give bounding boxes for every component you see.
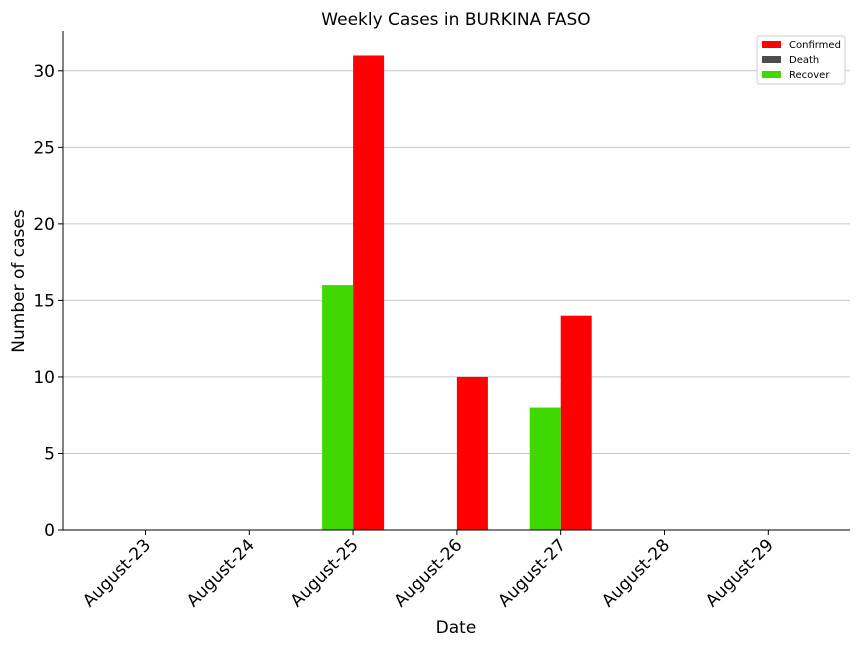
x-tick-label: August-28	[598, 535, 674, 611]
y-tick-label: 20	[33, 215, 55, 235]
legend-label-confirmed: Confirmed	[789, 40, 841, 51]
legend-swatch-death	[762, 56, 781, 63]
x-tick-label: August-26	[391, 535, 467, 611]
bar-confirmed-august-26	[456, 376, 488, 530]
x-tick-label: August-23	[79, 535, 155, 611]
gridlines	[63, 70, 850, 454]
x-tick-label: August-24	[183, 535, 259, 611]
y-ticks: 0 5 10 15 20 25 30	[33, 62, 63, 541]
legend: Confirmed Death Recover	[756, 35, 846, 85]
bar-confirmed-august-27	[560, 315, 592, 530]
bar-recover-august-27	[529, 407, 561, 530]
y-axis-label: Number of cases	[9, 209, 29, 353]
y-tick-label: 10	[33, 368, 55, 388]
bar-confirmed-august-25	[353, 55, 385, 531]
x-tick-label: August-27	[494, 535, 570, 611]
bars	[322, 55, 592, 531]
x-ticks: August-23 August-24 August-25 August-26 Augu…	[79, 530, 778, 611]
legend-label-death: Death	[789, 55, 819, 66]
axes	[62, 31, 850, 531]
x-tick-label: August-29	[702, 535, 778, 611]
x-axis-label: Date	[436, 618, 477, 638]
legend-swatch-recover	[762, 71, 781, 78]
y-tick-label: 25	[33, 138, 55, 158]
bar-recover-august-25	[322, 285, 354, 530]
x-tick-label: August-25	[287, 535, 363, 611]
chart-title: Weekly Cases in BURKINA FASO	[321, 10, 590, 30]
y-tick-label: 30	[33, 62, 55, 82]
y-tick-label: 0	[44, 521, 55, 541]
y-tick-label: 5	[44, 444, 55, 464]
legend-swatch-confirmed	[762, 41, 781, 48]
legend-label-recover: Recover	[789, 70, 830, 81]
y-tick-label: 15	[33, 291, 55, 311]
